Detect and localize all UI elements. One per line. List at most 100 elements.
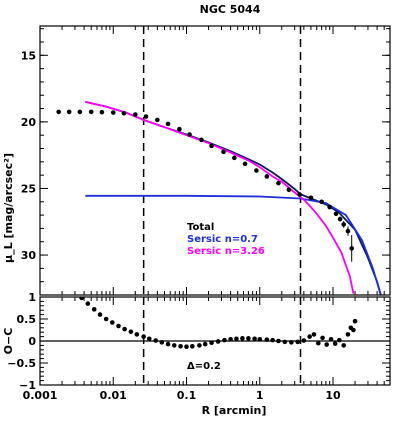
- x-tick-label-1: 0.01: [100, 389, 127, 402]
- data-point: [311, 332, 317, 337]
- data-point: [319, 199, 324, 205]
- data-point: [221, 149, 226, 155]
- data-point: [316, 340, 321, 346]
- y-tick-label-1-2: 0: [28, 335, 36, 348]
- data-point: [297, 192, 302, 197]
- data-point: [341, 222, 347, 227]
- data-point: [103, 316, 109, 322]
- data-point: [264, 174, 270, 179]
- upper-panel: 15 20 25 30: [21, 25, 391, 296]
- data-point: [209, 340, 214, 346]
- data-point: [133, 112, 138, 117]
- plot-area-1: [40, 297, 390, 385]
- data-point: [270, 337, 275, 343]
- data-point: [184, 344, 189, 350]
- x-axis-label: R [arcmin]: [202, 404, 267, 417]
- data-point: [351, 327, 356, 333]
- data-point: [209, 143, 214, 149]
- data-point: [153, 338, 159, 343]
- data-point: [187, 132, 192, 137]
- x-tick-label-0: 0.001: [23, 389, 58, 402]
- data-point: [178, 343, 183, 349]
- legend-entry-2: Sersic n=3.26: [187, 246, 265, 257]
- data-point: [295, 339, 301, 345]
- data-point: [66, 109, 72, 115]
- data-point: [282, 339, 288, 345]
- data-point: [155, 117, 160, 123]
- x-tick-label-3: 1: [256, 389, 264, 402]
- data-point: [327, 204, 332, 210]
- data-point: [79, 297, 84, 301]
- y-tick-label-0-3: 30: [21, 249, 37, 262]
- data-point: [341, 343, 347, 348]
- series-line-sersic-n-3-26: [85, 101, 355, 294]
- data-point: [146, 336, 152, 342]
- data-point: [222, 337, 227, 343]
- chart-title: NGC 5044: [200, 3, 261, 16]
- series-line-sersic-n-0-7: [85, 194, 382, 295]
- data-point: [77, 109, 83, 115]
- panel-frame-1: [39, 296, 391, 386]
- y-tick-label-1-4: 1: [28, 291, 36, 304]
- y-tick-label-1-3: 0.5: [17, 313, 37, 326]
- data-point: [91, 307, 97, 312]
- data-point: [165, 341, 171, 347]
- data-point: [242, 161, 248, 167]
- y-tick-label-0-1: 20: [21, 116, 37, 129]
- data-point: [110, 110, 116, 115]
- data-point: [232, 155, 237, 161]
- data-point: [307, 334, 312, 339]
- data-point: [289, 340, 294, 345]
- data-point: [320, 335, 325, 341]
- data-point: [228, 336, 233, 342]
- data-point: [345, 332, 351, 337]
- data-point: [141, 334, 146, 339]
- data-point: [337, 216, 343, 222]
- data-point: [324, 342, 329, 347]
- data-point: [159, 340, 165, 345]
- data-point: [88, 109, 94, 115]
- data-point: [332, 341, 338, 346]
- data-point: [276, 180, 281, 186]
- y-tick-label-1-0: −1: [19, 379, 36, 392]
- data-point: [171, 343, 177, 348]
- y-tick-label-1-1: −0.5: [7, 357, 36, 370]
- data-point: [308, 195, 314, 201]
- x-tick-label-4: 10: [325, 389, 341, 402]
- data-point: [197, 343, 202, 348]
- data-point: [56, 109, 61, 115]
- y-tick-label-0-0: 15: [21, 49, 36, 62]
- series-line-total: [85, 101, 382, 295]
- data-point: [345, 228, 351, 234]
- lower-panel: 0.001 0.01 0.1 1 10 −1 −0.5 0 0.5 1: [7, 291, 391, 402]
- x-tick-label-2: 0.1: [177, 389, 197, 402]
- plot-area-0: [56, 26, 382, 295]
- data-point: [301, 338, 307, 343]
- data-point: [349, 246, 354, 251]
- data-point: [116, 323, 121, 329]
- data-point: [337, 337, 342, 343]
- data-point: [264, 337, 270, 342]
- data-point: [215, 339, 221, 344]
- data-point: [99, 109, 105, 115]
- legend-entry-1: Sersic n=0.7: [187, 234, 258, 245]
- data-point: [134, 332, 140, 337]
- data-point: [97, 312, 103, 317]
- data-point: [199, 137, 204, 143]
- data-point: [286, 187, 292, 193]
- upper-y-axis-label: μ_L [mag/arcsec²]: [2, 153, 15, 263]
- data-point: [234, 336, 239, 342]
- data-point: [352, 318, 358, 324]
- data-point: [165, 121, 171, 127]
- data-point: [276, 338, 281, 344]
- data-point: [254, 168, 259, 173]
- data-point: [121, 110, 127, 116]
- data-point: [252, 336, 257, 342]
- data-point: [333, 211, 339, 217]
- data-point: [190, 343, 195, 349]
- data-point: [257, 336, 263, 342]
- data-point: [85, 301, 91, 306]
- lower-y-axis-label: O−C: [2, 328, 15, 355]
